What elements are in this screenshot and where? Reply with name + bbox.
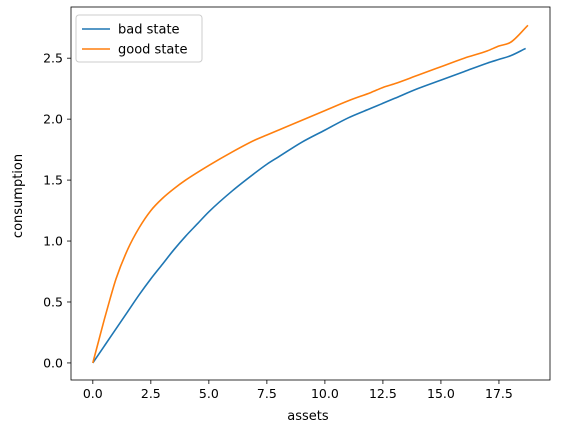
y-axis-label: consumption <box>11 154 26 238</box>
axis-ticks: 0.0 2.5 5.0 7.5 10.0 12.5 15.0 17.5 0.0 0.5 1.0 1.5… <box>43 51 513 401</box>
y-tick-label: 1.5 <box>43 173 63 188</box>
x-tick-label: 0.0 <box>83 386 103 401</box>
y-tick-label: 2.0 <box>43 112 63 127</box>
y-tick-label: 1.0 <box>43 234 63 249</box>
x-tick-label: 2.5 <box>141 386 161 401</box>
x-tick-label: 17.5 <box>485 386 513 401</box>
legend-box <box>75 14 203 63</box>
x-tick-label: 15.0 <box>427 386 455 401</box>
x-tick-label: 5.0 <box>199 386 219 401</box>
plot-frame <box>70 6 551 381</box>
x-tick-label: 12.5 <box>369 386 397 401</box>
plot-area <box>70 6 551 381</box>
series-line-good-state <box>92 24 529 364</box>
y-tick-label: 2.5 <box>43 51 63 66</box>
legend-entry-label: bad state <box>118 23 180 38</box>
legend-entry-label: good state <box>118 43 187 58</box>
series-lines <box>92 24 529 364</box>
x-tick-label: 10.0 <box>311 386 339 401</box>
y-tick-label: 0.0 <box>43 355 63 370</box>
series-line-bad-state <box>92 47 526 364</box>
y-tick-label: 0.5 <box>43 294 63 309</box>
x-tick-label: 7.5 <box>257 386 277 401</box>
x-axis-label: assets <box>287 409 329 424</box>
legend: bad state good state <box>75 14 203 63</box>
